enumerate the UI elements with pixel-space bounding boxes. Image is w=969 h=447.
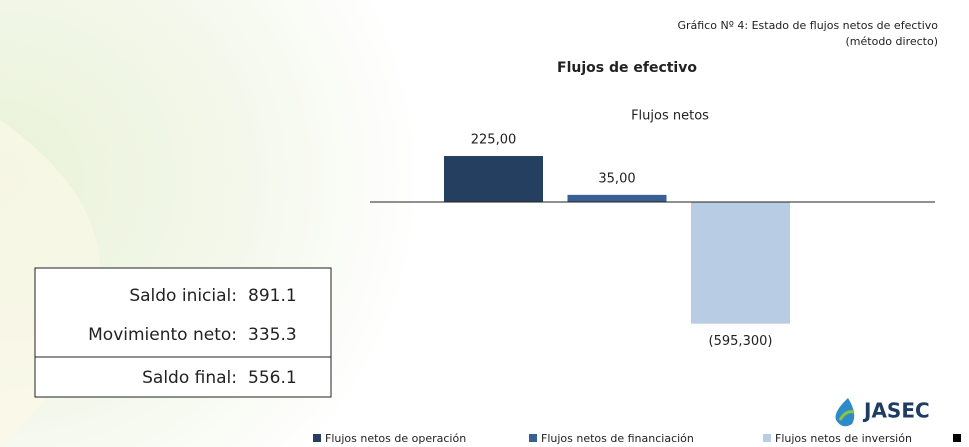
legend-label: Flujos netos de inversión xyxy=(775,432,912,445)
legend-label: Flujos netos de financiación xyxy=(541,432,694,445)
data-label: 35,00 xyxy=(598,171,635,186)
chart-title: Flujos de efectivo xyxy=(557,60,697,76)
header-line: Gráfico Nº 4: Estado de flujos netos de … xyxy=(677,19,938,32)
legend-swatch xyxy=(529,434,537,442)
chart-subtitle: Flujos netos xyxy=(631,109,709,124)
summary-box xyxy=(34,267,332,398)
summary-value: 891.1 xyxy=(248,286,297,306)
legend-swatch xyxy=(763,434,771,442)
summary-label: Saldo final: xyxy=(142,368,237,388)
legend-swatch-cut xyxy=(953,434,961,442)
summary-value: 556.1 xyxy=(248,368,297,388)
summary-label: Saldo inicial: xyxy=(129,286,237,306)
data-label: (595,300) xyxy=(709,334,773,349)
legend-swatch xyxy=(313,434,321,442)
bar xyxy=(691,202,790,324)
logo-leaf xyxy=(838,410,855,421)
legend-label: Flujos netos de operación xyxy=(325,432,466,445)
header-line: (método directo) xyxy=(846,35,939,48)
summary-value: 335.3 xyxy=(248,325,297,345)
bar xyxy=(444,156,543,203)
logo: JASEC xyxy=(835,398,930,427)
summary-label: Movimiento neto: xyxy=(88,325,237,345)
bar xyxy=(567,194,667,203)
data-label: 225,00 xyxy=(471,133,517,148)
logo-text: JASEC xyxy=(862,399,930,423)
